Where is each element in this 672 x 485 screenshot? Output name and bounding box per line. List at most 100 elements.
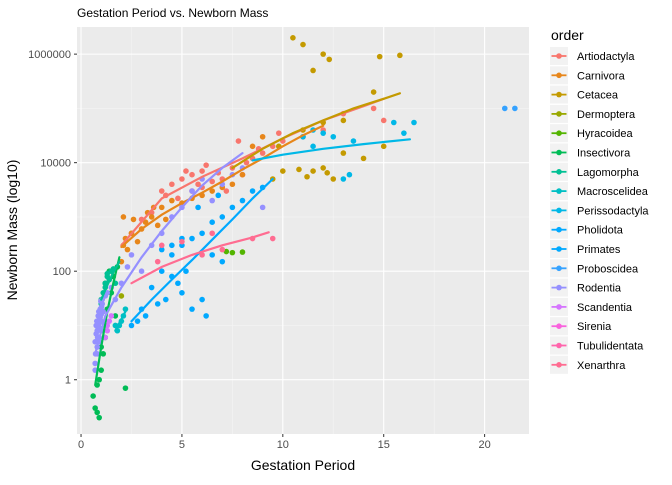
data-point-primates — [158, 268, 165, 275]
data-point-artiodactyla — [243, 159, 250, 166]
data-point-artiodactyla — [235, 138, 242, 144]
data-point-carnivora — [239, 171, 246, 178]
y-tick-label: 1000000 — [28, 49, 71, 61]
legend-label: Artiodactyla — [577, 51, 635, 63]
legend-label: Carnivora — [577, 70, 626, 82]
data-point-primates — [219, 214, 226, 220]
data-point-artiodactyla — [275, 130, 282, 136]
data-point-carnivora — [120, 214, 127, 220]
data-point-cetacea — [324, 170, 331, 176]
data-point-scandentia — [108, 313, 115, 319]
y-tick-label: 1 — [65, 375, 71, 387]
data-point-xenarthra — [209, 230, 215, 237]
data-point-rodentia — [259, 204, 266, 211]
data-point-cetacea — [296, 166, 302, 173]
legend-label: Tubulidentata — [577, 341, 644, 353]
legend-key-point — [556, 342, 562, 349]
legend-key-point — [556, 111, 562, 117]
data-point-xenarthra — [219, 246, 226, 253]
trend-lines — [94, 92, 411, 387]
data-point-hyracoidea — [229, 249, 236, 256]
legend-key-point — [556, 226, 562, 233]
legend: order Artiodactyla Carnivora Cetacea Dermop… — [550, 27, 649, 374]
data-point-proboscidea — [512, 105, 518, 112]
data-point-artiodactyla — [158, 188, 165, 194]
data-point-carnivora — [229, 181, 236, 188]
data-point-carnivora — [134, 238, 141, 245]
data-point-xenarthra — [154, 258, 161, 265]
data-point-insectivora — [112, 313, 119, 319]
data-point-insectivora — [98, 367, 105, 373]
grid-lines — [77, 27, 529, 434]
data-point-scandentia — [106, 318, 113, 324]
data-point-xenarthra — [269, 235, 276, 242]
legend-key-point — [556, 149, 562, 156]
data-point-primates — [229, 204, 236, 211]
data-point-insectivora — [90, 393, 96, 399]
data-point-cetacea — [326, 56, 333, 63]
data-point-primates — [195, 204, 201, 211]
data-point-proboscidea — [501, 105, 508, 112]
data-point-cetacea — [304, 173, 310, 180]
data-point-artiodactyla — [370, 105, 377, 112]
data-point-cetacea — [370, 89, 377, 95]
data-point-carnivora — [142, 219, 149, 225]
data-point-artiodactyla — [179, 176, 185, 182]
data-point-primates — [189, 235, 195, 242]
trend-line-primates — [130, 177, 274, 323]
legend-key-point — [556, 207, 562, 214]
legend-title: order — [551, 27, 584, 43]
data-point-carnivora — [154, 222, 161, 229]
data-point-cetacea — [380, 143, 387, 150]
plot-panel — [77, 27, 529, 434]
data-point-pholidota — [158, 246, 165, 253]
data-point-perissodactyla — [411, 119, 417, 126]
data-point-cetacea — [300, 41, 306, 48]
data-point-artiodactyla — [223, 188, 230, 194]
data-point-primates — [249, 188, 256, 194]
trend-line-carnivora — [120, 124, 325, 248]
data-point-primates — [199, 296, 205, 303]
x-axis-label: Gestation Period — [251, 457, 355, 473]
data-point-perissodactyla — [340, 176, 347, 182]
legend-key-point — [556, 362, 562, 368]
data-point-insectivora — [94, 409, 100, 416]
data-point-rodentia — [124, 264, 131, 270]
data-point-primates — [175, 280, 181, 287]
data-point-carnivora — [169, 197, 175, 204]
data-point-primates — [162, 296, 169, 303]
data-point-cetacea — [397, 52, 403, 59]
x-tick-label: 5 — [179, 439, 185, 451]
data-point-insectivora — [122, 385, 129, 391]
axes: 0 5 10 15 20 1 100 10000 1000000 — [28, 49, 491, 451]
data-point-perissodactyla — [310, 143, 316, 150]
trend-line-rodentia — [94, 152, 244, 355]
legend-label: Proboscidea — [577, 263, 639, 275]
legend-label: Scandentia — [577, 302, 633, 314]
data-point-artiodactyla — [259, 150, 266, 156]
data-point-perissodactyla — [330, 133, 337, 140]
y-tick-label: 100 — [53, 266, 71, 278]
data-point-primates — [219, 258, 226, 265]
data-point-primates — [199, 230, 205, 237]
data-point-rodentia — [93, 318, 100, 324]
data-point-primates — [189, 306, 195, 312]
data-point-artiodactyla — [199, 168, 205, 174]
data-point-primates — [148, 284, 155, 291]
data-point-carnivora — [118, 258, 125, 265]
data-point-carnivora — [162, 216, 169, 223]
chart-title: Gestation Period vs. Newborn Mass — [77, 6, 268, 20]
data-point-perissodactyla — [350, 138, 357, 144]
data-point-rodentia — [189, 188, 195, 194]
data-point-carnivora — [259, 133, 266, 140]
data-point-carnivora — [249, 143, 256, 150]
data-point-primates — [239, 197, 246, 204]
data-point-cetacea — [290, 34, 296, 41]
data-point-xenarthra — [158, 242, 165, 249]
data-point-artiodactyla — [183, 168, 189, 174]
legend-key-point — [556, 265, 562, 272]
data-point-lagomorpha — [104, 270, 111, 277]
trend-line-cetacea — [231, 92, 401, 169]
data-point-primates — [215, 192, 222, 199]
x-tick-label: 20 — [478, 439, 490, 451]
